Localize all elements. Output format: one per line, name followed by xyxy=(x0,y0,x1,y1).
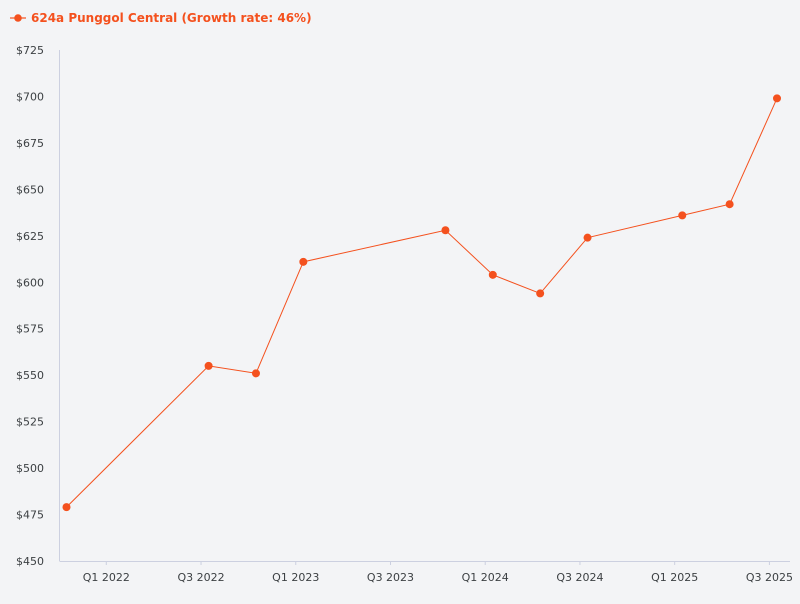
y-tick-label: $550 xyxy=(16,369,44,382)
data-point[interactable] xyxy=(299,257,308,266)
y-tick-label: $525 xyxy=(16,416,44,429)
y-tick-label: $700 xyxy=(16,90,44,103)
y-tick-label: $625 xyxy=(16,230,44,243)
legend-marker xyxy=(14,14,22,22)
x-tick-label: Q1 2025 xyxy=(651,571,698,584)
x-tick-label: Q1 2022 xyxy=(83,571,130,584)
series-line xyxy=(66,98,778,508)
y-tick-label: $650 xyxy=(16,183,44,196)
data-point[interactable] xyxy=(773,94,781,103)
data-point[interactable] xyxy=(441,226,450,235)
x-tick-label: Q3 2025 xyxy=(746,571,793,584)
data-point[interactable] xyxy=(488,270,497,279)
data-point[interactable] xyxy=(725,200,734,209)
y-tick-label: $600 xyxy=(16,276,44,289)
y-tick-label: $675 xyxy=(16,137,44,150)
legend: 624a Punggol Central (Growth rate: 46%) xyxy=(10,11,312,25)
data-point[interactable] xyxy=(251,369,260,378)
x-tick-label: Q1 2024 xyxy=(462,571,509,584)
data-point[interactable] xyxy=(678,211,687,220)
legend-series-label: 624a Punggol Central (Growth rate: 46%) xyxy=(31,11,312,25)
x-tick-label: Q3 2023 xyxy=(367,571,414,584)
y-axis: $450 $475 $500 $525 $550 $575 $600 $625 $650 $675… xyxy=(16,44,44,568)
y-tick-label: $725 xyxy=(16,44,44,57)
y-tick-label: $475 xyxy=(16,509,44,522)
data-point[interactable] xyxy=(204,361,213,370)
data-point[interactable] xyxy=(62,503,71,512)
x-tick-label: Q3 2024 xyxy=(556,571,603,584)
y-tick-label: $450 xyxy=(16,555,44,568)
x-tick-label: Q3 2022 xyxy=(177,571,224,584)
data-point[interactable] xyxy=(536,289,545,298)
x-axis: Q1 2022 Q3 2022 Q1 2023 Q3 2023 Q1 2024 Q3 20… xyxy=(83,561,793,584)
y-tick-label: $575 xyxy=(16,323,44,336)
x-tick-label: Q1 2023 xyxy=(272,571,319,584)
y-tick-label: $500 xyxy=(16,462,44,475)
data-point[interactable] xyxy=(583,233,592,242)
series xyxy=(62,94,781,512)
